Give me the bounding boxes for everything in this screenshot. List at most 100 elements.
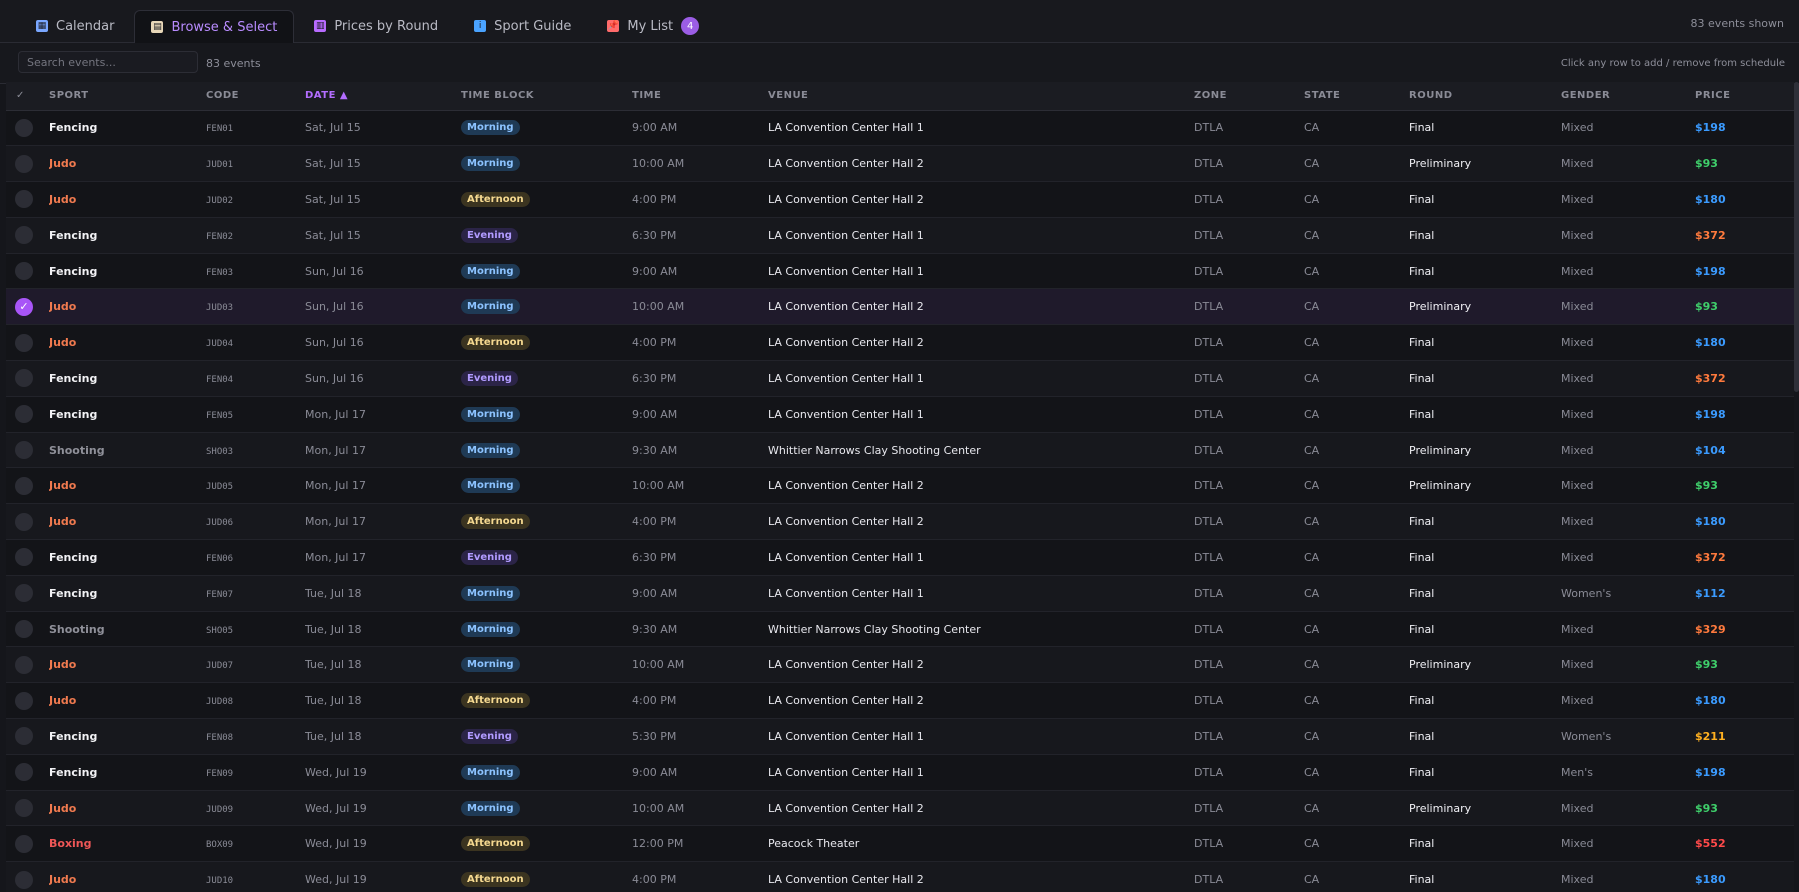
- unchecked-circle-icon[interactable]: [15, 262, 33, 281]
- tab-calendar[interactable]: ▦ Calendar: [20, 10, 130, 42]
- table-row[interactable]: Judo JUD08 Tue, Jul 18 Afternoon 4:00 PM LA C…: [6, 682, 1794, 719]
- venue-cell: LA Convention Center Hall 1: [768, 217, 1194, 253]
- state-cell: CA: [1304, 468, 1409, 504]
- venue-cell: LA Convention Center Hall 1: [768, 253, 1194, 289]
- venue-cell-text: LA Convention Center Hall 2: [768, 801, 924, 815]
- table-row[interactable]: ✓ Judo JUD03 Sun, Jul 16 Morning 10:00 AM LA C…: [6, 288, 1794, 325]
- venue-cell: LA Convention Center Hall 2: [768, 468, 1194, 504]
- column-header-zone[interactable]: ZONE: [1194, 82, 1304, 111]
- time-cell-text: 4:00 PM: [632, 336, 677, 350]
- column-header-code[interactable]: CODE: [206, 82, 305, 111]
- unchecked-circle-icon[interactable]: [15, 727, 33, 746]
- unchecked-circle-icon[interactable]: [15, 548, 33, 567]
- tab-prices-by-round[interactable]: ▥ Prices by Round: [298, 10, 454, 42]
- column-header-sport[interactable]: SPORT: [49, 82, 206, 111]
- table-row[interactable]: Judo JUD01 Sat, Jul 15 Morning 10:00 AM LA Co…: [6, 145, 1794, 182]
- unchecked-circle-icon[interactable]: [15, 799, 33, 818]
- table-row[interactable]: Fencing FEN01 Sat, Jul 15 Morning 9:00 AM LA …: [6, 110, 1794, 146]
- unchecked-circle-icon[interactable]: [15, 441, 33, 460]
- state-cell-text: CA: [1304, 443, 1320, 457]
- column-header-state[interactable]: STATE: [1304, 82, 1409, 111]
- column-header-price[interactable]: PRICE: [1695, 82, 1794, 111]
- unchecked-circle-icon[interactable]: [15, 512, 33, 531]
- table-row[interactable]: Judo JUD10 Wed, Jul 19 Afternoon 4:00 PM LA C…: [6, 861, 1794, 892]
- price-cell-text: $93: [1695, 479, 1718, 493]
- events-table-container: ✓ SPORT CODE DATE ▲ TIME BLOCK TIME VENUE ZONE S…: [6, 82, 1794, 892]
- gender-cell: Mixed: [1561, 289, 1695, 325]
- gender-cell: Mixed: [1561, 611, 1695, 647]
- column-header-venue[interactable]: VENUE: [768, 82, 1194, 111]
- table-row[interactable]: Judo JUD07 Tue, Jul 18 Morning 10:00 AM LA Co…: [6, 646, 1794, 683]
- time-cell: 6:30 PM: [632, 540, 768, 576]
- sport-cell-text: Fencing: [49, 765, 98, 779]
- table-row[interactable]: Judo JUD05 Mon, Jul 17 Morning 10:00 AM LA Co…: [6, 467, 1794, 504]
- column-header-time-block[interactable]: TIME BLOCK: [461, 82, 632, 111]
- table-row[interactable]: Judo JUD09 Wed, Jul 19 Morning 10:00 AM LA Co…: [6, 790, 1794, 826]
- price-cell-text: $372: [1695, 371, 1726, 385]
- venue-cell: Whittier Narrows Clay Shooting Center: [768, 432, 1194, 468]
- unchecked-circle-icon[interactable]: [15, 834, 33, 853]
- tab-my-list[interactable]: 📌 My List 4: [591, 10, 715, 42]
- date-cell-text: Wed, Jul 19: [305, 765, 367, 779]
- table-row[interactable]: Fencing FEN05 Mon, Jul 17 Morning 9:00 AM LA …: [6, 396, 1794, 433]
- unchecked-circle-icon[interactable]: [15, 763, 33, 782]
- column-header-date[interactable]: DATE ▲: [305, 82, 461, 111]
- price-cell-text: $180: [1695, 515, 1726, 529]
- table-row[interactable]: Judo JUD04 Sun, Jul 16 Afternoon 4:00 PM LA C…: [6, 324, 1794, 361]
- table-row[interactable]: Shooting SHO05 Tue, Jul 18 Morning 9:30 AM Wh…: [6, 611, 1794, 647]
- price-cell-text: $180: [1695, 192, 1726, 206]
- table-row[interactable]: Judo JUD02 Sat, Jul 15 Afternoon 4:00 PM LA C…: [6, 181, 1794, 218]
- time-block-cell: Morning: [461, 575, 632, 611]
- unchecked-circle-icon[interactable]: [15, 118, 33, 137]
- table-row[interactable]: Fencing FEN02 Sat, Jul 15 Evening 6:30 PM LA …: [6, 217, 1794, 254]
- price-cell: $198: [1695, 396, 1794, 432]
- column-header-select[interactable]: ✓: [6, 82, 49, 111]
- time-block-cell: Evening: [461, 217, 632, 253]
- unchecked-circle-icon[interactable]: [15, 476, 33, 495]
- table-row[interactable]: Shooting SHO03 Mon, Jul 17 Morning 9:30 AM Wh…: [6, 432, 1794, 468]
- round-cell: Final: [1409, 325, 1561, 361]
- zone-cell: DTLA: [1194, 253, 1304, 289]
- unchecked-circle-icon[interactable]: [15, 870, 33, 889]
- time-block-badge: Evening: [461, 728, 518, 744]
- column-header-time[interactable]: TIME: [632, 82, 768, 111]
- unchecked-circle-icon[interactable]: [15, 154, 33, 173]
- unchecked-circle-icon[interactable]: [15, 405, 33, 424]
- checked-circle-icon[interactable]: ✓: [15, 297, 33, 316]
- tabs: ▦ Calendar ▤ Browse & Select ▥ Prices by Roun…: [20, 10, 715, 43]
- table-row[interactable]: Boxing BOX09 Wed, Jul 19 Afternoon 12:00 PM P…: [6, 825, 1794, 862]
- table-row[interactable]: Fencing FEN04 Sun, Jul 16 Evening 6:30 PM LA …: [6, 360, 1794, 397]
- time-cell: 9:00 AM: [632, 396, 768, 432]
- table-row[interactable]: Fencing FEN06 Mon, Jul 17 Evening 6:30 PM LA …: [6, 539, 1794, 576]
- table-row[interactable]: Fencing FEN07 Tue, Jul 18 Morning 9:00 AM LA …: [6, 575, 1794, 612]
- unchecked-circle-icon[interactable]: [15, 584, 33, 603]
- time-cell: 9:00 AM: [632, 110, 768, 146]
- column-header-gender[interactable]: GENDER: [1561, 82, 1695, 111]
- price-cell: $372: [1695, 540, 1794, 576]
- code-cell: JUD02: [206, 182, 305, 218]
- tab-sport-guide[interactable]: i Sport Guide: [458, 10, 587, 42]
- unchecked-circle-icon[interactable]: [15, 226, 33, 245]
- unchecked-circle-icon[interactable]: [15, 655, 33, 674]
- table-row[interactable]: Fencing FEN08 Tue, Jul 18 Evening 5:30 PM LA …: [6, 718, 1794, 755]
- unchecked-circle-icon[interactable]: [15, 369, 33, 388]
- table-row[interactable]: Fencing FEN03 Sun, Jul 16 Morning 9:00 AM LA …: [6, 253, 1794, 289]
- unchecked-circle-icon[interactable]: [15, 333, 33, 352]
- unchecked-circle-icon[interactable]: [15, 691, 33, 710]
- unchecked-circle-icon[interactable]: [15, 620, 33, 639]
- round-cell: Final: [1409, 754, 1561, 790]
- sport-cell-text: Shooting: [49, 622, 105, 636]
- price-cell: $211: [1695, 719, 1794, 755]
- tab-browse-select[interactable]: ▤ Browse & Select: [134, 10, 295, 43]
- venue-cell-text: Whittier Narrows Clay Shooting Center: [768, 443, 981, 457]
- unchecked-circle-icon[interactable]: [15, 190, 33, 209]
- time-cell-text: 4:00 PM: [632, 694, 677, 708]
- price-cell-text: $198: [1695, 407, 1726, 421]
- vertical-scrollbar[interactable]: [1794, 82, 1799, 392]
- column-header-round[interactable]: ROUND: [1409, 82, 1561, 111]
- table-row[interactable]: Fencing FEN09 Wed, Jul 19 Morning 9:00 AM LA …: [6, 754, 1794, 791]
- price-cell: $198: [1695, 110, 1794, 146]
- table-row[interactable]: Judo JUD06 Mon, Jul 17 Afternoon 4:00 PM LA C…: [6, 503, 1794, 540]
- search-input[interactable]: [18, 51, 198, 73]
- state-cell: CA: [1304, 754, 1409, 790]
